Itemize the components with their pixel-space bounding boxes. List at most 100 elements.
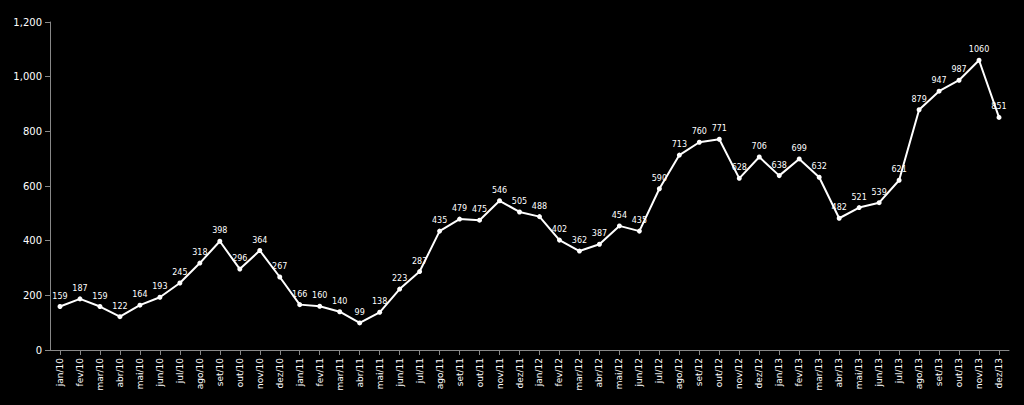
svg-text:364: 364 <box>252 236 267 245</box>
svg-text:fev/11: fev/11 <box>315 358 325 387</box>
svg-text:mai/10: mai/10 <box>135 358 145 390</box>
svg-text:318: 318 <box>192 248 207 257</box>
svg-text:mai/13: mai/13 <box>854 358 864 389</box>
svg-text:398: 398 <box>212 226 227 235</box>
svg-text:159: 159 <box>52 292 67 301</box>
svg-text:488: 488 <box>532 202 547 211</box>
svg-text:1060: 1060 <box>969 45 989 54</box>
svg-text:296: 296 <box>232 254 247 263</box>
svg-text:abr/11: abr/11 <box>355 358 365 387</box>
svg-text:193: 193 <box>152 282 167 291</box>
svg-text:mar/12: mar/12 <box>574 358 584 390</box>
svg-text:dez/11: dez/11 <box>515 358 525 388</box>
svg-text:590: 590 <box>652 174 667 183</box>
svg-text:set/13: set/13 <box>934 358 944 386</box>
svg-text:546: 546 <box>492 186 507 195</box>
svg-text:0: 0 <box>36 345 42 356</box>
svg-text:out/12: out/12 <box>714 358 724 387</box>
svg-text:set/11: set/11 <box>455 358 465 386</box>
svg-text:abr/12: abr/12 <box>594 358 604 387</box>
svg-text:482: 482 <box>832 203 847 212</box>
svg-text:621: 621 <box>891 165 906 174</box>
svg-text:ago/10: ago/10 <box>195 358 205 389</box>
svg-text:fev/13: fev/13 <box>794 358 804 387</box>
svg-text:164: 164 <box>132 290 147 299</box>
svg-text:dez/13: dez/13 <box>994 358 1004 388</box>
svg-text:fev/12: fev/12 <box>554 358 564 387</box>
svg-text:166: 166 <box>292 290 307 299</box>
svg-text:600: 600 <box>23 181 42 192</box>
svg-text:200: 200 <box>23 290 42 301</box>
svg-text:out/11: out/11 <box>475 358 485 387</box>
svg-text:ago/11: ago/11 <box>435 358 445 389</box>
svg-text:160: 160 <box>312 291 327 300</box>
svg-text:800: 800 <box>23 126 42 137</box>
svg-text:387: 387 <box>592 229 607 238</box>
svg-text:jan/13: jan/13 <box>774 358 784 387</box>
svg-text:632: 632 <box>812 162 827 171</box>
svg-text:699: 699 <box>792 144 807 153</box>
svg-text:505: 505 <box>512 197 527 206</box>
svg-text:138: 138 <box>372 297 387 306</box>
svg-text:mar/10: mar/10 <box>95 358 105 391</box>
svg-text:abr/13: abr/13 <box>834 358 844 387</box>
svg-text:454: 454 <box>612 211 627 220</box>
svg-text:ago/12: ago/12 <box>674 358 684 389</box>
svg-text:nov/12: nov/12 <box>734 358 744 389</box>
svg-text:987: 987 <box>951 65 966 74</box>
svg-text:947: 947 <box>931 76 946 85</box>
svg-text:dez/12: dez/12 <box>754 358 764 388</box>
svg-text:435: 435 <box>432 216 447 225</box>
svg-text:out/10: out/10 <box>235 358 245 387</box>
svg-text:479: 479 <box>452 204 467 213</box>
svg-text:140: 140 <box>332 297 347 306</box>
svg-text:set/10: set/10 <box>215 358 225 387</box>
svg-text:jul/11: jul/11 <box>415 358 425 384</box>
svg-text:475: 475 <box>472 205 487 214</box>
svg-text:set/12: set/12 <box>694 358 704 386</box>
svg-text:245: 245 <box>172 268 187 277</box>
svg-text:851: 851 <box>991 102 1006 111</box>
svg-text:mar/11: mar/11 <box>335 358 345 390</box>
svg-text:out/13: out/13 <box>954 358 964 387</box>
svg-text:nov/13: nov/13 <box>974 358 984 389</box>
svg-text:267: 267 <box>272 262 287 271</box>
svg-text:jul/13: jul/13 <box>894 358 904 384</box>
svg-text:nov/10: nov/10 <box>255 358 265 389</box>
svg-text:223: 223 <box>392 274 407 283</box>
svg-text:jun/12: jun/12 <box>634 358 644 387</box>
svg-text:jul/10: jul/10 <box>175 358 185 384</box>
svg-text:fev/10: fev/10 <box>75 358 85 387</box>
svg-text:jun/13: jun/13 <box>874 358 884 387</box>
svg-text:122: 122 <box>112 302 127 311</box>
svg-text:771: 771 <box>712 124 727 133</box>
svg-text:jan/10: jan/10 <box>55 358 65 387</box>
svg-text:287: 287 <box>412 257 427 266</box>
svg-text:760: 760 <box>692 127 707 136</box>
svg-text:abr/10: abr/10 <box>115 358 125 388</box>
svg-text:jul/12: jul/12 <box>654 358 664 384</box>
svg-text:1,000: 1,000 <box>13 71 42 82</box>
svg-text:706: 706 <box>752 142 767 151</box>
svg-text:187: 187 <box>72 284 87 293</box>
svg-text:435: 435 <box>632 216 647 225</box>
svg-text:159: 159 <box>92 292 107 301</box>
svg-text:400: 400 <box>23 235 42 246</box>
svg-text:628: 628 <box>732 163 747 172</box>
svg-text:521: 521 <box>852 193 867 202</box>
svg-text:jun/11: jun/11 <box>395 358 405 387</box>
svg-text:jan/12: jan/12 <box>534 358 544 387</box>
svg-text:dez/10: dez/10 <box>275 358 285 389</box>
svg-text:402: 402 <box>552 225 567 234</box>
svg-text:jan/11: jan/11 <box>295 358 305 387</box>
svg-text:362: 362 <box>572 236 587 245</box>
svg-text:jun/10: jun/10 <box>155 358 165 388</box>
svg-text:mar/13: mar/13 <box>814 358 824 390</box>
svg-text:879: 879 <box>911 95 926 104</box>
svg-text:638: 638 <box>772 161 787 170</box>
svg-text:1,200: 1,200 <box>13 17 42 28</box>
svg-text:99: 99 <box>355 308 365 317</box>
svg-text:539: 539 <box>871 188 886 197</box>
svg-text:ago/13: ago/13 <box>914 358 924 389</box>
svg-text:mai/12: mai/12 <box>614 358 624 389</box>
